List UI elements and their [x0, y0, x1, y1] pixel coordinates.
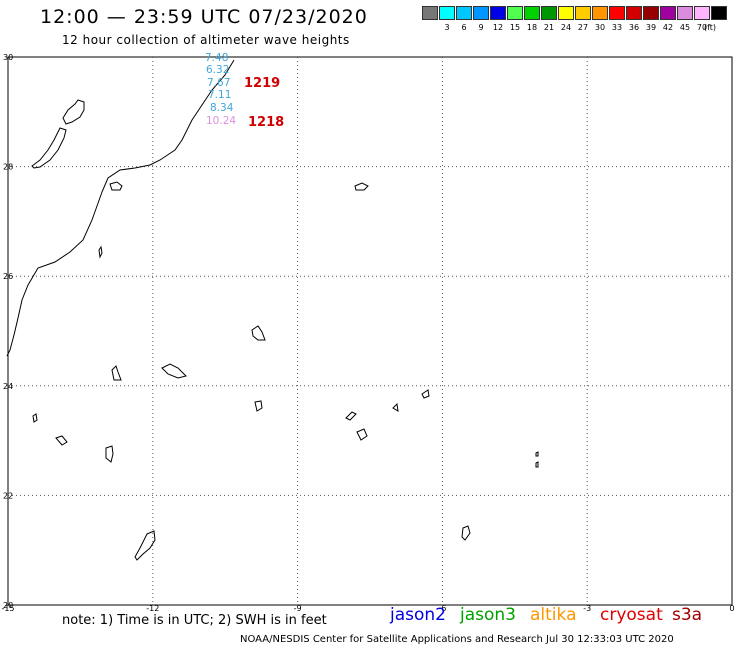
- island-f: [161, 363, 187, 379]
- y-tick-label: 24: [3, 382, 13, 391]
- legend-swatch: [592, 6, 608, 20]
- legend-label: 42: [662, 23, 674, 32]
- satellite-name: altika: [530, 605, 577, 625]
- legend-label: 36: [628, 23, 640, 32]
- y-tick-label: 30: [3, 53, 13, 62]
- legend-label: 18: [526, 23, 538, 32]
- pass-number: 1219: [244, 76, 280, 91]
- legend-label: 15: [509, 23, 521, 32]
- legend-swatch: [694, 6, 710, 20]
- island-d: [251, 325, 266, 341]
- legend-label: 27: [577, 23, 589, 32]
- island-a: [109, 181, 123, 191]
- legend-swatch: [422, 6, 438, 20]
- coastline-mainland: [6, 59, 235, 357]
- x-tick-label: -12: [146, 604, 159, 613]
- legend-swatch: [541, 6, 557, 20]
- island-i: [55, 435, 68, 446]
- satellite-name: cryosat: [600, 605, 663, 625]
- observation-value: 6.32: [206, 64, 229, 76]
- x-axis-ticks: -15 -12 -9 -6 -3 0: [1, 604, 734, 613]
- observation-value: 8.34: [210, 102, 234, 114]
- island-g: [254, 400, 263, 412]
- map-frame: [7, 56, 733, 606]
- legend-label: 24: [560, 23, 572, 32]
- y-tick-label: 20: [3, 601, 13, 610]
- island-r: [134, 530, 156, 561]
- island-e: [111, 365, 122, 381]
- legend-swatch: [507, 6, 523, 20]
- legend-swatch: [524, 6, 540, 20]
- legend-label: 30: [594, 23, 606, 32]
- x-tick-label: -3: [583, 604, 591, 613]
- observation-value: 7.67: [207, 77, 230, 89]
- legend-label: 33: [611, 23, 623, 32]
- color-legend: 3 6 9 12 15 18 21 24 27 30 33 36 39 42 45 70 (ft): [422, 6, 740, 36]
- lat-lon-grid: [7, 56, 733, 606]
- legend-swatch: [643, 6, 659, 20]
- satellite-name: jason3: [460, 605, 516, 625]
- legend-label: 12: [492, 23, 504, 32]
- legend-label: 39: [645, 23, 657, 32]
- legend-unit: (ft): [703, 23, 717, 32]
- pass-labels: 1219 1218: [244, 76, 284, 130]
- footer-note: note: 1) Time is in UTC; 2) SWH is in fe…: [62, 613, 327, 628]
- island-fuerteventura: [31, 127, 67, 169]
- legend-label: 9: [478, 23, 484, 32]
- island-q: [461, 525, 471, 541]
- legend-swatch: [558, 6, 574, 20]
- map-subtitle: 12 hour collection of altimeter wave hei…: [62, 33, 350, 47]
- y-axis-ticks: 30 28 26 24 22 20: [3, 53, 13, 610]
- y-tick-label: 28: [3, 163, 13, 172]
- island-h: [32, 413, 38, 423]
- legend-swatch: [609, 6, 625, 20]
- pass-number: 1218: [248, 115, 284, 130]
- legend-swatch: [473, 6, 489, 20]
- legend-label: 3: [444, 23, 450, 32]
- island-lanzarote: [62, 99, 85, 125]
- credit-line: NOAA/NESDIS Center for Satellite Applica…: [240, 634, 674, 645]
- legend-label: 45: [679, 23, 691, 32]
- legend-swatch: [439, 6, 455, 20]
- legend-swatch: [660, 6, 676, 20]
- observation-value: 7.11: [208, 89, 231, 101]
- island-n: [356, 428, 368, 441]
- x-tick-label: -15: [1, 604, 14, 613]
- legend-swatch: [490, 6, 506, 20]
- island-c: [354, 182, 369, 191]
- y-tick-label: 22: [3, 491, 13, 500]
- island-l: [392, 402, 399, 412]
- x-tick-label: 0: [729, 604, 734, 613]
- map-title: 12:00 — 23:59 UTC 07/23/2020: [40, 6, 368, 28]
- island-o: [535, 451, 539, 457]
- legend-swatch: [575, 6, 591, 20]
- island-p: [535, 461, 539, 468]
- legend-swatch: [677, 6, 693, 20]
- x-tick-label: -6: [438, 604, 446, 613]
- island-k: [345, 411, 357, 421]
- island-m: [421, 389, 430, 399]
- legend-label: 70: [696, 23, 708, 32]
- legend-label: 6: [461, 23, 467, 32]
- island-j: [105, 445, 114, 463]
- x-tick-label: -9: [294, 604, 302, 613]
- observation-value: 10.24: [206, 115, 236, 127]
- legend-label: 21: [543, 23, 555, 32]
- legend-swatch: [711, 6, 727, 20]
- observation-value: 7.48: [205, 52, 228, 64]
- legend-swatch: [626, 6, 642, 20]
- satellite-name: s3a: [672, 605, 703, 625]
- y-tick-label: 26: [3, 272, 13, 281]
- island-b: [98, 245, 103, 259]
- coastline: [6, 59, 539, 561]
- satellite-name: jason2: [390, 605, 446, 625]
- legend-swatch: [456, 6, 472, 20]
